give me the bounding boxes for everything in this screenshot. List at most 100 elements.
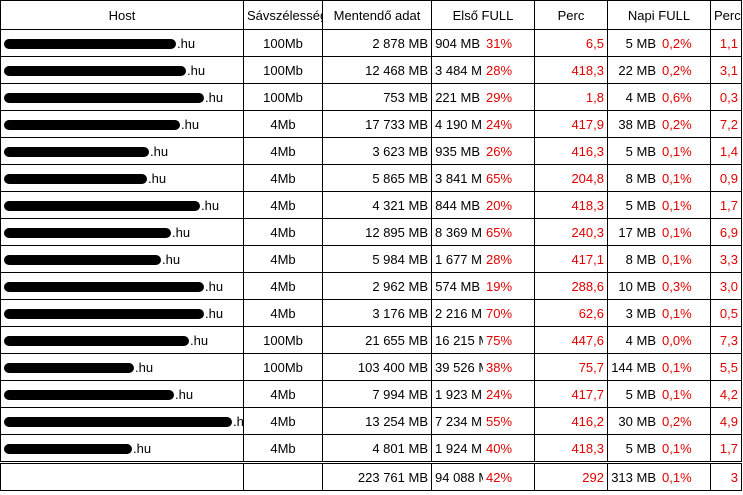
first-full-cell: 39 526 MB: [431, 353, 483, 381]
host-cell: .hu: [0, 29, 244, 57]
bandwidth-cell: 4Mb: [243, 299, 323, 327]
host-cell: .hu: [0, 353, 244, 381]
perc2-cell: 1,1: [710, 29, 742, 57]
perc2-cell: 4,9: [710, 407, 742, 435]
redacted-hostname: [4, 147, 149, 158]
redacted-hostname: [4, 120, 180, 131]
daily-full-pct-cell: 0,1%: [659, 434, 711, 463]
daily-full-pct-cell: 0,1%: [659, 353, 711, 381]
first-full-pct-cell: 26%: [483, 137, 535, 165]
bandwidth-cell: 100Mb: [243, 56, 323, 84]
data-cell: 12 895 MB: [322, 218, 432, 246]
first-full-pct-cell: 65%: [483, 218, 535, 246]
data-cell: 17 733 MB: [322, 110, 432, 138]
redacted-hostname: [4, 39, 176, 50]
daily-full-pct-cell: 0,1%: [659, 380, 711, 408]
daily-full-cell: 5 MB: [607, 434, 659, 463]
daily-full-cell: 17 MB: [607, 218, 659, 246]
host-tld: .hu: [172, 224, 191, 240]
perc-cell: 62,6: [534, 299, 608, 327]
header-daily-full: Napi FULL: [607, 0, 711, 30]
first-full-cell: 16 215 MB: [431, 326, 483, 354]
host-tld: .hu: [205, 89, 224, 105]
daily-full-pct-cell: 0,2%: [659, 110, 711, 138]
bandwidth-cell: 100Mb: [243, 353, 323, 381]
host-tld: .hu: [175, 386, 194, 402]
perc2-cell: 7,3: [710, 326, 742, 354]
data-cell: 2 962 MB: [322, 272, 432, 300]
host-tld: .hu: [201, 197, 220, 213]
first-full-cell: 4 190 MB: [431, 110, 483, 138]
first-full-cell: 3 484 MB: [431, 56, 483, 84]
bandwidth-cell: 100Mb: [243, 326, 323, 354]
bandwidth-cell: 100Mb: [243, 29, 323, 57]
first-full-pct-cell: 75%: [483, 326, 535, 354]
host-cell: .hu: [0, 380, 244, 408]
header-data: Mentendő adat: [322, 0, 432, 30]
daily-full-cell: 3 MB: [607, 299, 659, 327]
host-cell: .hu: [0, 434, 244, 463]
host-tld: .hu: [205, 305, 224, 321]
daily-full-pct-cell: 0,1%: [659, 164, 711, 192]
table-row: .hu 100Mb 753 MB 221 MB 29% 1,8 4 MB 0,6% 0,3: [0, 83, 742, 111]
first-full-pct-cell: 29%: [483, 83, 535, 111]
daily-full-cell: 8 MB: [607, 164, 659, 192]
daily-full-cell: 38 MB: [607, 110, 659, 138]
first-full-pct-cell: 24%: [483, 110, 535, 138]
data-cell: 4 321 MB: [322, 191, 432, 219]
first-full-pct-cell: 70%: [483, 299, 535, 327]
redacted-hostname: [4, 336, 189, 347]
bandwidth-cell: 4Mb: [243, 191, 323, 219]
host-cell: .hu: [0, 137, 244, 165]
bandwidth-cell: 100Mb: [243, 83, 323, 111]
daily-full-cell: 10 MB: [607, 272, 659, 300]
first-full-cell: 1 924 MB: [431, 434, 483, 463]
host-tld: .hu: [177, 35, 196, 51]
daily-full-pct-cell: 0,1%: [659, 245, 711, 273]
redacted-hostname: [4, 66, 186, 77]
first-full-cell: 904 MB: [431, 29, 483, 57]
daily-full-cell: 30 MB: [607, 407, 659, 435]
data-cell: 5 865 MB: [322, 164, 432, 192]
first-full-pct-cell: 28%: [483, 56, 535, 84]
daily-full-cell: 8 MB: [607, 245, 659, 273]
first-full-cell: 844 MB: [431, 191, 483, 219]
first-full-cell: 7 234 MB: [431, 407, 483, 435]
first-full-cell: 8 369 MB: [431, 218, 483, 246]
total-data: 223 761 MB: [322, 461, 432, 491]
daily-full-cell: 5 MB: [607, 191, 659, 219]
perc-cell: 204,8: [534, 164, 608, 192]
first-full-pct-cell: 28%: [483, 245, 535, 273]
daily-full-cell: 5 MB: [607, 137, 659, 165]
host-cell: .hu: [0, 326, 244, 354]
bandwidth-cell: 4Mb: [243, 164, 323, 192]
redacted-hostname: [4, 174, 147, 185]
host-tld: .hu: [233, 413, 244, 429]
total-perc: 292: [534, 461, 608, 491]
redacted-hostname: [4, 201, 200, 212]
perc2-cell: 3,0: [710, 272, 742, 300]
perc-cell: 417,1: [534, 245, 608, 273]
redacted-hostname: [4, 444, 132, 455]
host-cell: .hu: [0, 164, 244, 192]
host-cell: .hu: [0, 56, 244, 84]
total-first-full-pct: 42%: [483, 461, 535, 491]
daily-full-pct-cell: 0,1%: [659, 137, 711, 165]
host-cell: .hu: [0, 299, 244, 327]
perc2-cell: 4,2: [710, 380, 742, 408]
data-cell: 5 984 MB: [322, 245, 432, 273]
first-full-cell: 1 677 MB: [431, 245, 483, 273]
host-tld: .hu: [190, 332, 209, 348]
header-row: Host Sávszélesség Mentendő adat Első FUL…: [0, 0, 742, 30]
daily-full-pct-cell: 0,1%: [659, 218, 711, 246]
first-full-pct-cell: 24%: [483, 380, 535, 408]
daily-full-pct-cell: 0,2%: [659, 29, 711, 57]
daily-full-pct-cell: 0,3%: [659, 272, 711, 300]
perc2-cell: 6,9: [710, 218, 742, 246]
first-full-cell: 221 MB: [431, 83, 483, 111]
